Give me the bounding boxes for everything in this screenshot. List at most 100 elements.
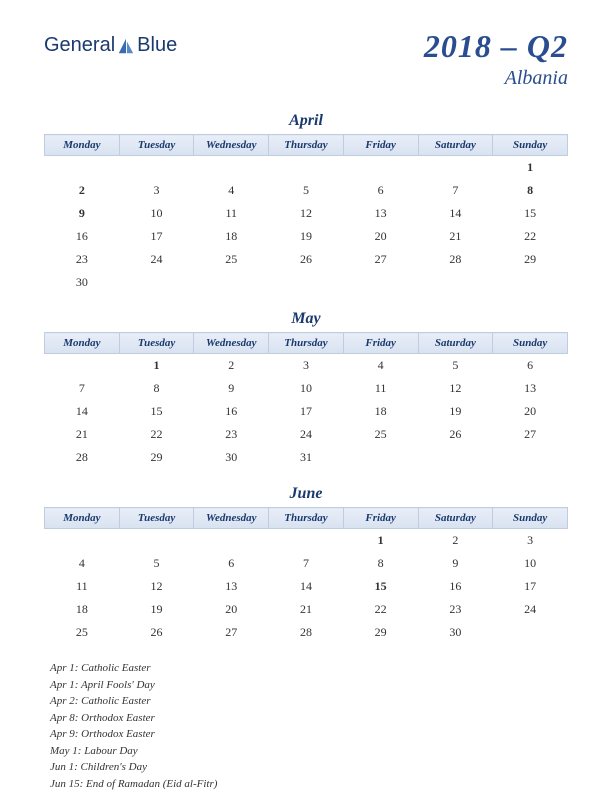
calendar-cell: 15 — [493, 202, 568, 225]
calendar-cell: 17 — [119, 225, 194, 248]
calendar-cell: 20 — [343, 225, 418, 248]
calendar-cell: 23 — [418, 598, 493, 621]
calendar-cell: 23 — [194, 423, 269, 446]
day-header: Friday — [343, 135, 418, 156]
day-header: Sunday — [493, 135, 568, 156]
calendar-cell: 22 — [343, 598, 418, 621]
day-header: Monday — [45, 135, 120, 156]
calendar-cell — [343, 446, 418, 469]
calendar-cell: 26 — [269, 248, 344, 271]
calendar-cell: 3 — [493, 529, 568, 553]
holiday-item: Jun 15: End of Ramadan (Eid al-Fitr) — [50, 776, 568, 792]
calendar-cell: 5 — [119, 552, 194, 575]
calendar-cell: 29 — [119, 446, 194, 469]
calendar-table: MondayTuesdayWednesdayThursdayFridaySatu… — [44, 507, 568, 644]
calendar-cell — [119, 529, 194, 553]
calendar-cell: 28 — [45, 446, 120, 469]
calendar-cell: 10 — [493, 552, 568, 575]
calendar-cell: 16 — [418, 575, 493, 598]
calendar-cell: 31 — [269, 446, 344, 469]
calendar-cell: 12 — [418, 377, 493, 400]
month-name: April — [44, 112, 568, 130]
calendar-cell: 18 — [194, 225, 269, 248]
title-block: 2018 – Q2 Albania — [424, 28, 568, 90]
day-header: Friday — [343, 333, 418, 354]
calendar-row: 2345678 — [45, 179, 568, 202]
calendar-row: 45678910 — [45, 552, 568, 575]
calendar-cell: 20 — [493, 400, 568, 423]
calendar-cell: 26 — [418, 423, 493, 446]
calendar-row: 14151617181920 — [45, 400, 568, 423]
calendar-cell: 11 — [45, 575, 120, 598]
calendar-table: MondayTuesdayWednesdayThursdayFridaySatu… — [44, 332, 568, 469]
calendar-cell: 9 — [45, 202, 120, 225]
calendar-cell: 21 — [269, 598, 344, 621]
calendar-cell: 6 — [493, 354, 568, 378]
holidays-list: Apr 1: Catholic EasterApr 1: April Fools… — [44, 660, 568, 792]
month-name: June — [44, 485, 568, 503]
calendar-cell: 15 — [343, 575, 418, 598]
holiday-item: May 1: Labour Day — [50, 743, 568, 760]
calendar-cell — [119, 271, 194, 294]
header: General Blue 2018 – Q2 Albania — [44, 28, 568, 90]
calendar-row: 16171819202122 — [45, 225, 568, 248]
calendar-cell: 1 — [119, 354, 194, 378]
calendar-row: 11121314151617 — [45, 575, 568, 598]
calendar-cell: 17 — [493, 575, 568, 598]
day-header: Tuesday — [119, 333, 194, 354]
calendar-cell — [418, 271, 493, 294]
calendar-cell: 2 — [45, 179, 120, 202]
calendar-cell — [493, 621, 568, 644]
calendar-cell: 26 — [119, 621, 194, 644]
calendar-cell — [493, 271, 568, 294]
calendar-cell: 1 — [493, 156, 568, 180]
calendar-cell: 20 — [194, 598, 269, 621]
calendar-cell — [194, 271, 269, 294]
calendar-cell: 16 — [194, 400, 269, 423]
calendar-cell: 13 — [343, 202, 418, 225]
holiday-item: Apr 8: Orthodox Easter — [50, 710, 568, 727]
calendar-cell: 8 — [493, 179, 568, 202]
logo: General Blue — [44, 34, 177, 57]
day-header: Tuesday — [119, 508, 194, 529]
calendar-cell: 27 — [343, 248, 418, 271]
month-block: MayMondayTuesdayWednesdayThursdayFridayS… — [44, 310, 568, 469]
calendar-cell: 14 — [269, 575, 344, 598]
calendar-cell: 7 — [269, 552, 344, 575]
calendar-cell: 21 — [418, 225, 493, 248]
calendar-cell: 8 — [343, 552, 418, 575]
day-header: Saturday — [418, 333, 493, 354]
calendar-row: 28293031 — [45, 446, 568, 469]
month-block: AprilMondayTuesdayWednesdayThursdayFrida… — [44, 112, 568, 294]
day-header: Sunday — [493, 508, 568, 529]
title-sub: Albania — [424, 67, 568, 90]
calendar-cell: 23 — [45, 248, 120, 271]
calendar-cell: 4 — [45, 552, 120, 575]
calendar-cell: 5 — [418, 354, 493, 378]
calendar-cell: 25 — [194, 248, 269, 271]
calendar-cell: 7 — [418, 179, 493, 202]
calendar-cell: 16 — [45, 225, 120, 248]
calendar-cell: 12 — [269, 202, 344, 225]
calendar-cell — [418, 446, 493, 469]
holiday-item: Jun 1: Children's Day — [50, 759, 568, 776]
calendar-cell: 19 — [269, 225, 344, 248]
calendars-container: AprilMondayTuesdayWednesdayThursdayFrida… — [44, 112, 568, 644]
calendar-cell: 10 — [269, 377, 344, 400]
calendar-cell: 29 — [343, 621, 418, 644]
calendar-cell: 25 — [343, 423, 418, 446]
holiday-item: Apr 1: Catholic Easter — [50, 660, 568, 677]
holiday-item: Apr 2: Catholic Easter — [50, 693, 568, 710]
title-main: 2018 – Q2 — [424, 28, 568, 65]
calendar-cell: 12 — [119, 575, 194, 598]
calendar-cell: 8 — [119, 377, 194, 400]
day-header: Wednesday — [194, 135, 269, 156]
calendar-cell: 15 — [119, 400, 194, 423]
calendar-cell: 3 — [119, 179, 194, 202]
calendar-cell: 5 — [269, 179, 344, 202]
calendar-cell: 14 — [418, 202, 493, 225]
calendar-cell — [194, 529, 269, 553]
calendar-cell: 9 — [194, 377, 269, 400]
calendar-row: 78910111213 — [45, 377, 568, 400]
day-header: Thursday — [269, 333, 344, 354]
